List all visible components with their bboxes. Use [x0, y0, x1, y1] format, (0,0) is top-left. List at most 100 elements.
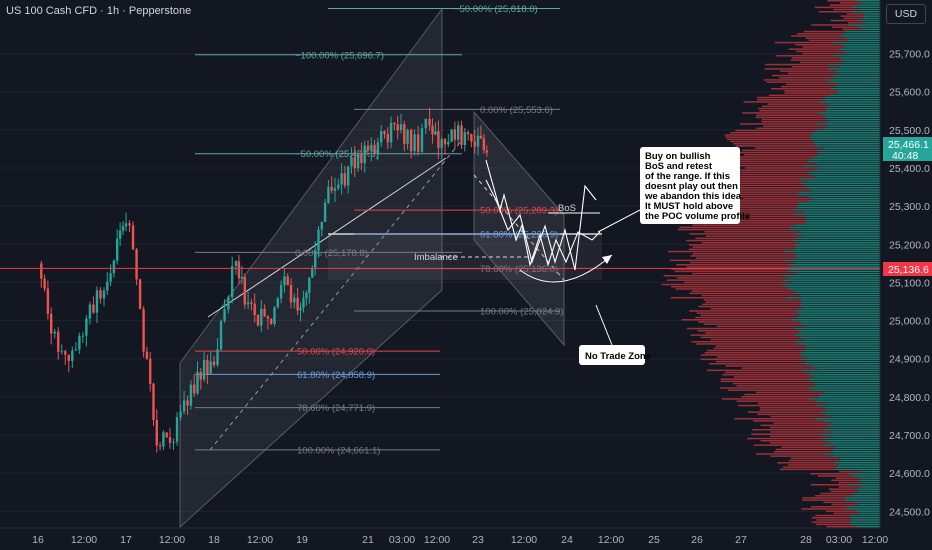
volume-bar-buy — [855, 525, 880, 528]
volume-bar-sell — [690, 255, 795, 257]
volume-bar-buy — [812, 169, 880, 171]
time-tick-label: 23 — [472, 534, 484, 546]
candle-body — [199, 371, 202, 380]
volume-bar-buy — [818, 154, 880, 156]
candle-body — [279, 285, 283, 299]
volume-bar-sell — [689, 292, 795, 295]
volume-bar-buy — [854, 501, 880, 504]
volume-bar-sell — [697, 330, 798, 332]
candle-body — [409, 129, 413, 152]
volume-bar-buy — [857, 479, 880, 482]
candle-body — [470, 134, 473, 142]
candle-body — [460, 125, 463, 145]
candle-body — [308, 277, 311, 293]
candle-body — [243, 276, 246, 305]
volume-bar-sell — [709, 363, 804, 365]
volume-bar-buy — [786, 286, 880, 288]
volume-bar-buy — [844, 497, 880, 499]
candle-body — [102, 290, 106, 299]
volume-bar-buy — [809, 158, 880, 160]
volume-bar-buy — [797, 312, 880, 314]
candle-body — [386, 133, 389, 143]
candle-body — [88, 304, 92, 319]
candle-body — [343, 173, 347, 186]
candle-body — [453, 129, 457, 140]
volume-bar-buy — [787, 270, 880, 273]
volume-bar-buy — [841, 44, 880, 46]
volume-bar-buy — [833, 448, 880, 451]
currency-button[interactable]: USD — [886, 4, 926, 24]
volume-bar-sell — [770, 455, 831, 457]
volume-bar-sell — [846, 13, 866, 15]
volume-bar-sell — [838, 486, 862, 488]
volume-bar-buy — [837, 92, 880, 94]
fib-level-label: 78.60% (24,771.9) — [297, 403, 375, 414]
volume-bar-buy — [797, 206, 880, 209]
volume-bar-buy — [830, 426, 880, 429]
volume-bar-sell — [735, 156, 816, 158]
candle-body — [403, 124, 406, 144]
volume-bar-buy — [795, 290, 880, 292]
volume-bar-buy — [798, 178, 880, 180]
volume-bar-buy — [858, 26, 880, 28]
candle-body — [118, 230, 122, 239]
volume-bar-sell — [747, 411, 821, 413]
volume-bar-buy — [805, 347, 880, 350]
volume-bar-sell — [705, 332, 802, 334]
volume-bar-buy — [802, 349, 880, 352]
volume-bar-buy — [840, 57, 880, 59]
volume-bar-sell — [802, 497, 845, 499]
candle-body — [240, 276, 244, 279]
candle-body — [260, 308, 263, 326]
volume-bar-buy — [844, 499, 880, 501]
volume-bar-buy — [865, 13, 880, 15]
volume-bar-sell — [763, 79, 828, 81]
volume-bar-buy — [801, 301, 880, 303]
volume-bar-buy — [839, 48, 880, 50]
fib-level-label: 100.00% (25,024.9) — [480, 307, 563, 318]
volume-bar-buy — [844, 61, 880, 64]
volume-bar-sell — [773, 422, 833, 424]
volume-bar-sell — [759, 110, 826, 112]
volume-bar-sell — [695, 193, 797, 196]
volume-bar-buy — [850, 514, 880, 517]
volume-bar-sell — [797, 33, 843, 35]
candle-body — [253, 303, 256, 316]
candle-body — [256, 315, 260, 326]
volume-bar-sell — [773, 451, 833, 453]
volume-bar-sell — [741, 396, 818, 398]
volume-bar-sell — [769, 435, 831, 438]
volume-bar-buy — [827, 125, 880, 127]
candle-body — [124, 223, 128, 227]
time-tick-label: 21 — [362, 534, 374, 546]
volume-bar-buy — [785, 259, 880, 262]
volume-bar-sell — [722, 158, 810, 160]
volume-bar-buy — [830, 455, 880, 457]
candle-body — [246, 302, 250, 305]
volume-bar-sell — [742, 149, 818, 152]
volume-bar-sell — [755, 391, 825, 394]
volume-bar-sell — [683, 281, 792, 284]
volume-bar-buy — [794, 292, 880, 295]
volume-bar-buy — [808, 374, 880, 376]
volume-bar-sell — [695, 343, 798, 345]
candle-body — [209, 361, 212, 375]
time-tick-label: 12:00 — [862, 534, 888, 546]
volume-bar-sell — [704, 352, 802, 354]
volume-bar-buy — [799, 358, 880, 361]
candle-body — [78, 335, 81, 350]
price-tick-label: 25,200.0 — [889, 239, 930, 251]
candle-body — [223, 309, 226, 321]
note-text-line: doesnt play out then — [645, 181, 738, 192]
volume-bar-sell — [756, 96, 825, 99]
volume-bar-buy — [795, 253, 880, 255]
volume-bar-sell — [825, 510, 856, 512]
volume-bar-sell — [741, 367, 818, 369]
fib-level-label: −100.00% (25,696.7) — [295, 50, 384, 61]
volume-bar-buy — [794, 334, 880, 336]
volume-bar-buy — [861, 470, 880, 473]
candle-body — [212, 361, 216, 366]
volume-bar-sell — [744, 154, 819, 156]
note-text-line: BoS and retest — [645, 161, 713, 172]
